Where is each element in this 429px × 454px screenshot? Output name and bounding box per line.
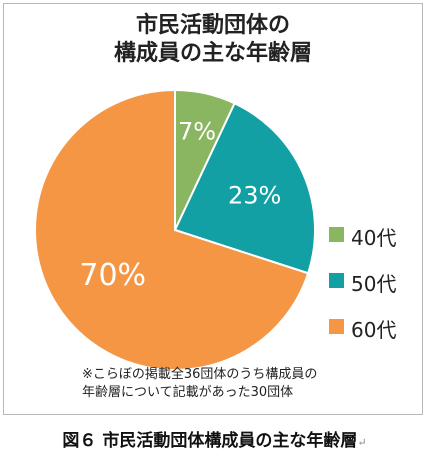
chart-note: ※こらぼの掲載全36団体のうち構成員の 年齢層について記載があった30団体 xyxy=(82,366,317,402)
pie-slice-60s xyxy=(34,88,310,371)
return-mark-icon: ↵ xyxy=(357,436,367,449)
data-label-50s: 23% xyxy=(228,182,281,210)
legend-swatch-40s xyxy=(329,227,344,242)
legend-swatch-60s xyxy=(329,319,344,334)
figure-caption-text: 図６ 市民活動団体構成員の主な年齢層 xyxy=(62,431,358,451)
pie-chart: 7% 23% 70% xyxy=(34,88,316,371)
chart-note-line-1: ※こらぼの掲載全36団体のうち構成員の xyxy=(82,367,318,382)
chart-title-line-1: 市民活動団体の xyxy=(135,13,290,38)
chart-title-line-2: 構成員の主な年齢層 xyxy=(113,41,312,66)
legend-label-40s: 40代 xyxy=(351,226,397,250)
legend-label-50s: 50代 xyxy=(351,272,397,296)
chart-note-line-2: 年齢層について記載があった30団体 xyxy=(82,385,294,400)
data-label-60s: 70% xyxy=(79,258,146,293)
legend-swatch-50s xyxy=(329,273,344,288)
chart-title: 市民活動団体の 構成員の主な年齢層 xyxy=(4,12,422,68)
legend-label-60s: 60代 xyxy=(351,318,397,342)
pie-slice-50s xyxy=(173,101,316,275)
data-label-40s: 7% xyxy=(178,118,216,146)
figure-caption: 図６ 市民活動団体構成員の主な年齢層↵ xyxy=(0,426,429,451)
